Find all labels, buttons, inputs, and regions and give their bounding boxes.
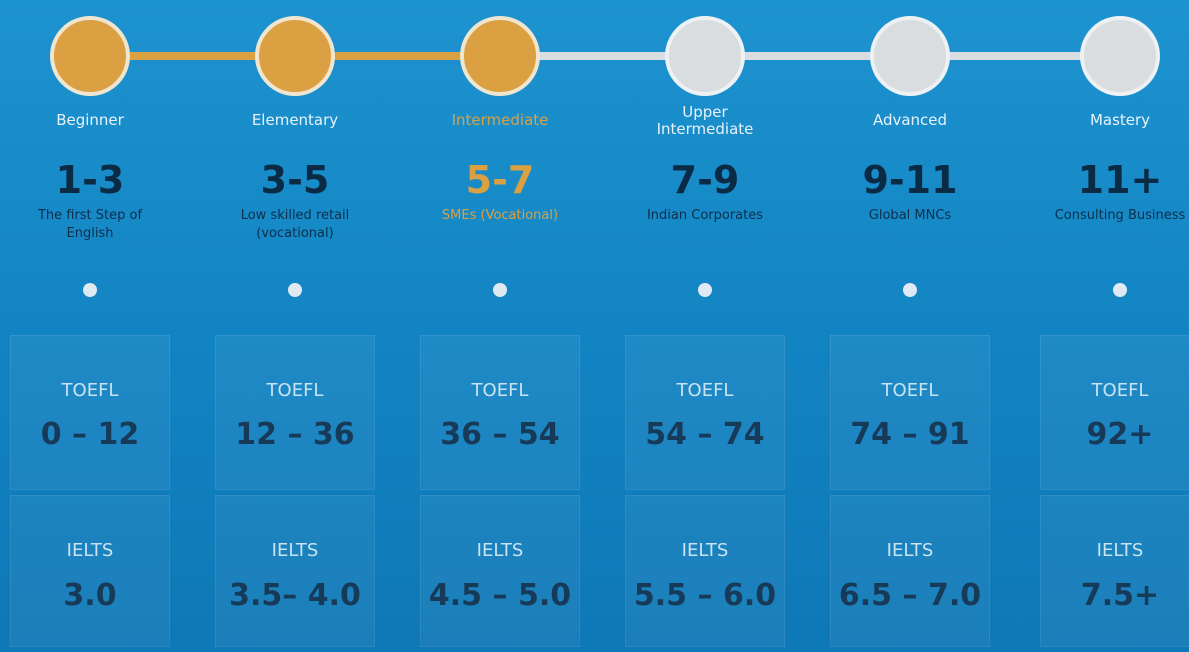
toefl-label: TOEFL xyxy=(61,380,119,401)
level-name: Mastery xyxy=(1089,111,1151,129)
ielts-label: IELTS xyxy=(271,540,319,561)
ielts-range: 3.5– 4.0 xyxy=(229,578,361,613)
level-circle xyxy=(460,16,540,96)
track-segment xyxy=(295,52,500,60)
level-dot xyxy=(288,283,302,297)
ielts-cell xyxy=(10,495,170,647)
toefl-range: 12 – 36 xyxy=(235,417,355,452)
ielts-label: IELTS xyxy=(886,540,934,561)
level-name: Intermediate xyxy=(451,111,549,129)
ielts-label: IELTS xyxy=(681,540,729,561)
toefl-label: TOEFL xyxy=(1091,380,1149,401)
track-segment xyxy=(910,52,1120,60)
ielts-cell xyxy=(420,495,580,647)
toefl-range: 74 – 91 xyxy=(850,417,970,452)
toefl-label: TOEFL xyxy=(676,380,734,401)
level-description: SMEs (Vocational) xyxy=(441,208,559,223)
ielts-cell xyxy=(1040,495,1189,647)
level-dot xyxy=(1113,283,1127,297)
toefl-label: TOEFL xyxy=(266,380,324,401)
toefl-cell xyxy=(420,335,580,490)
ielts-label: IELTS xyxy=(66,540,114,561)
level-name: Elementary xyxy=(251,111,339,129)
toefl-range: 92+ xyxy=(1086,417,1154,452)
level-range: 7-9 xyxy=(670,158,740,202)
level-range: 9-11 xyxy=(862,158,958,202)
level-circle xyxy=(870,16,950,96)
ielts-range: 7.5+ xyxy=(1080,578,1160,613)
level-dot xyxy=(903,283,917,297)
toefl-cell xyxy=(1040,335,1189,490)
level-name: Advanced xyxy=(872,111,948,129)
level-range: 3-5 xyxy=(260,158,330,202)
ielts-range: 4.5 – 5.0 xyxy=(428,578,572,613)
ielts-cell xyxy=(625,495,785,647)
toefl-cell xyxy=(830,335,990,490)
level-dot xyxy=(493,283,507,297)
level-range: 11+ xyxy=(1077,158,1163,202)
level-description: Global MNCs xyxy=(868,208,952,223)
level-name: Upper Intermediate xyxy=(656,103,754,138)
level-description: Low skilled retail (vocational) xyxy=(240,208,350,241)
ielts-range: 5.5 – 6.0 xyxy=(633,578,777,613)
ielts-cell xyxy=(215,495,375,647)
ielts-label: IELTS xyxy=(476,540,524,561)
level-description: Indian Corporates xyxy=(646,208,764,223)
level-name: Beginner xyxy=(56,111,124,129)
ielts-label: IELTS xyxy=(1096,540,1144,561)
level-dot xyxy=(83,283,97,297)
level-dot xyxy=(698,283,712,297)
toefl-label: TOEFL xyxy=(881,380,939,401)
track-segment xyxy=(90,52,295,60)
toefl-range: 0 – 12 xyxy=(40,417,140,452)
level-circle xyxy=(255,16,335,96)
toefl-cell xyxy=(215,335,375,490)
level-circle xyxy=(1080,16,1160,96)
toefl-label: TOEFL xyxy=(471,380,529,401)
level-description: The first Step of English xyxy=(37,208,143,241)
toefl-cell xyxy=(625,335,785,490)
level-circle xyxy=(665,16,745,96)
track-segment xyxy=(705,52,910,60)
level-range: 5-7 xyxy=(465,158,535,202)
ielts-cell xyxy=(830,495,990,647)
ielts-range: 3.0 xyxy=(63,578,117,613)
track-segment xyxy=(500,52,705,60)
toefl-range: 54 – 74 xyxy=(645,417,765,452)
level-description: Consulting Business xyxy=(1054,208,1186,223)
toefl-cell xyxy=(10,335,170,490)
toefl-range: 36 – 54 xyxy=(440,417,560,452)
level-circle xyxy=(50,16,130,96)
ielts-range: 6.5 – 7.0 xyxy=(838,578,982,613)
level-range: 1-3 xyxy=(55,158,125,202)
